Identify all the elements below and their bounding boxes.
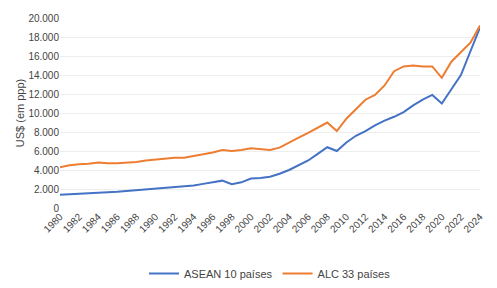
svg-text:0: 0	[53, 203, 59, 214]
svg-text:2016: 2016	[385, 211, 409, 235]
svg-text:2004: 2004	[271, 211, 295, 235]
svg-text:18.000: 18.000	[28, 32, 59, 43]
svg-text:1994: 1994	[175, 211, 199, 235]
svg-text:2012: 2012	[347, 211, 371, 235]
svg-text:2014: 2014	[366, 211, 390, 235]
svg-text:12.000: 12.000	[28, 89, 59, 100]
svg-text:1996: 1996	[194, 211, 218, 235]
svg-text:10.000: 10.000	[28, 108, 59, 119]
svg-text:6.000: 6.000	[34, 146, 59, 157]
svg-text:1982: 1982	[61, 211, 85, 235]
svg-text:1990: 1990	[137, 211, 161, 235]
svg-text:2000: 2000	[232, 211, 256, 235]
svg-text:2024: 2024	[461, 211, 485, 235]
svg-text:2022: 2022	[442, 211, 466, 235]
svg-text:20.000: 20.000	[28, 13, 59, 24]
svg-text:2018: 2018	[404, 211, 428, 235]
svg-text:US$ (em ppp): US$ (em ppp)	[14, 79, 26, 147]
svg-text:8.000: 8.000	[34, 127, 59, 138]
svg-text:16.000: 16.000	[28, 51, 59, 62]
svg-text:1992: 1992	[156, 211, 180, 235]
svg-text:2.000: 2.000	[34, 184, 59, 195]
svg-text:2002: 2002	[251, 211, 275, 235]
svg-text:1998: 1998	[213, 211, 237, 235]
svg-text:2010: 2010	[328, 211, 352, 235]
svg-text:ALC 33 países: ALC 33 países	[318, 268, 391, 280]
svg-text:ASEAN 10 países: ASEAN 10 países	[184, 268, 273, 280]
svg-text:2020: 2020	[423, 211, 447, 235]
svg-text:1984: 1984	[80, 211, 104, 235]
svg-text:1988: 1988	[118, 211, 142, 235]
svg-text:1986: 1986	[99, 211, 123, 235]
svg-text:14.000: 14.000	[28, 70, 59, 81]
svg-text:2006: 2006	[290, 211, 314, 235]
svg-text:4.000: 4.000	[34, 165, 59, 176]
svg-text:1980: 1980	[41, 211, 65, 235]
svg-text:2008: 2008	[309, 211, 333, 235]
